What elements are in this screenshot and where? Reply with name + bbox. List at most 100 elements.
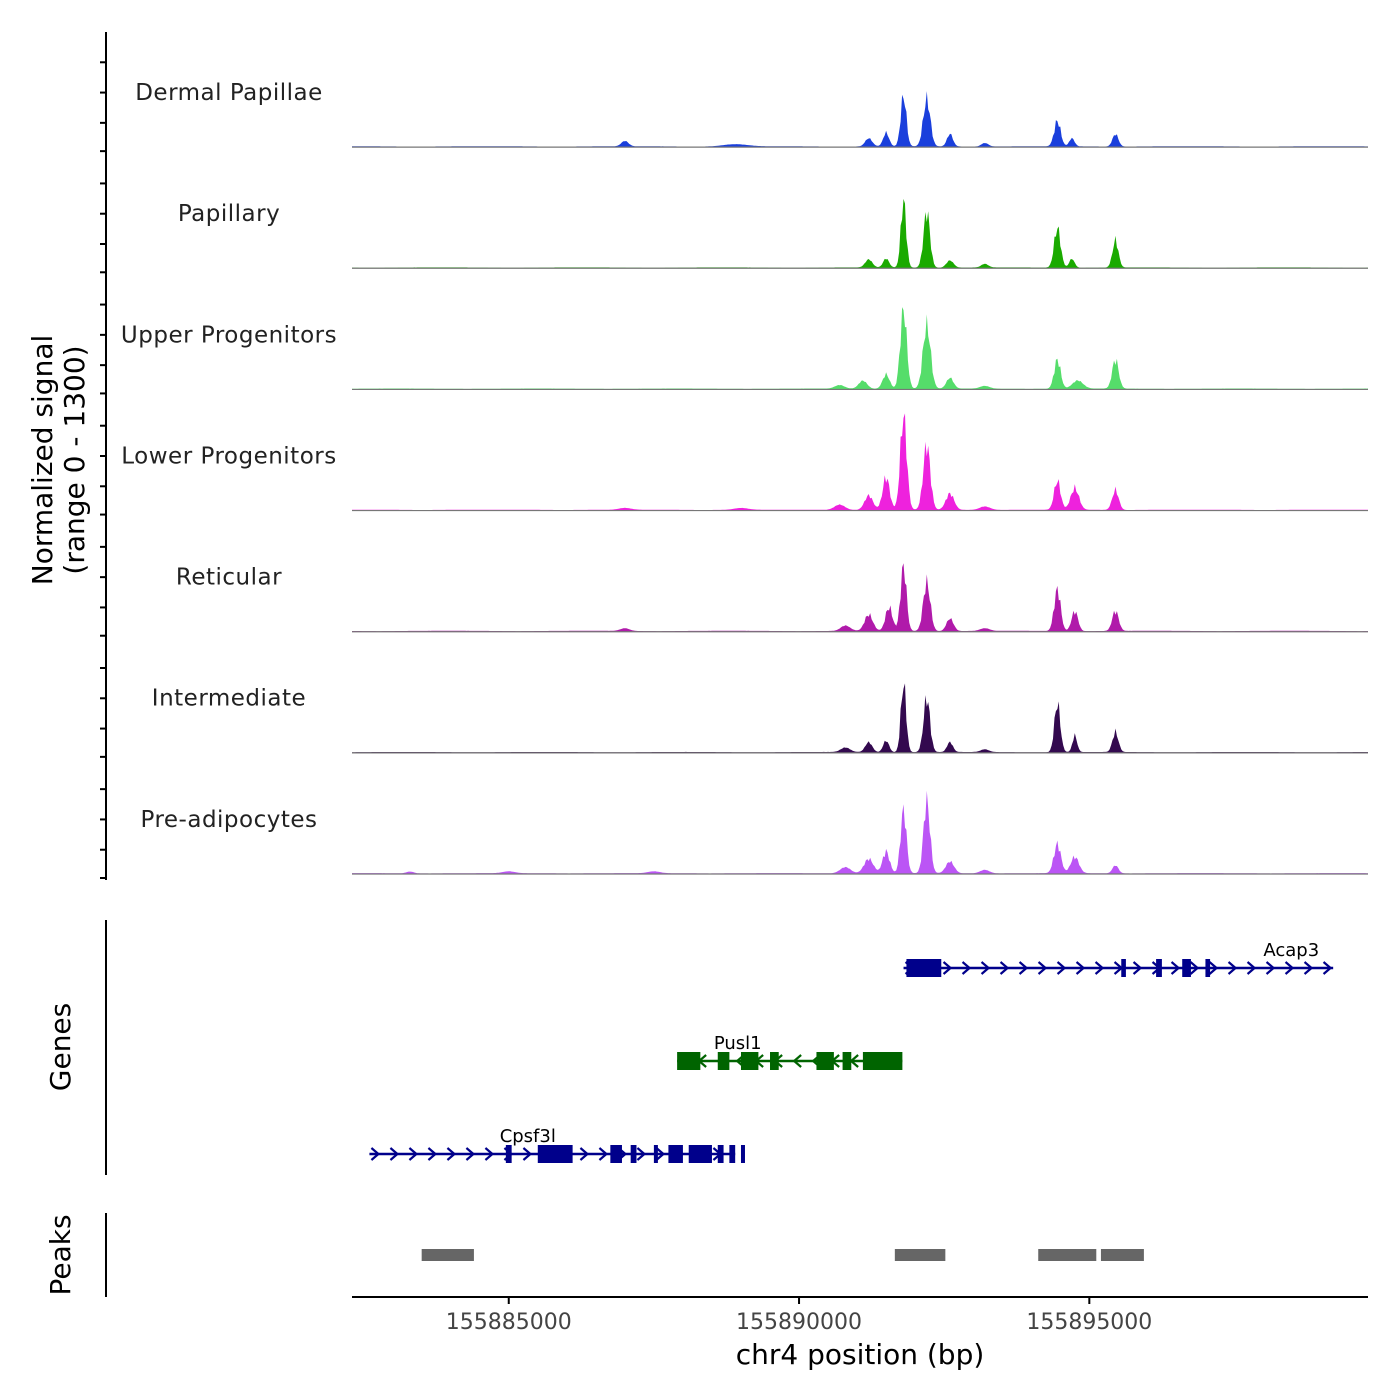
exon [740,1145,745,1163]
track-label: Pre-adipocytes [140,807,317,833]
strand-chevron [636,1147,647,1161]
track-intermediate: Intermediate [152,683,1368,754]
strand-chevron [1284,961,1295,975]
peak-region [1100,1249,1144,1261]
track-pre-adipocytes: Pre-adipocytes [140,790,1368,875]
exon [770,1052,779,1070]
strand-chevron [792,1054,802,1068]
exon [677,1052,701,1070]
track-label: Upper Progenitors [121,322,337,348]
strand-chevron [427,1147,438,1161]
signal-tracks: Dermal Papillae Papillary Upper Progenitor… [121,80,1368,875]
strand-chevron [1265,961,1276,975]
strand-chevron [961,961,972,975]
gene-cpsf3l: Cpsf3l [369,1126,745,1163]
signal-area [352,307,1368,390]
strand-chevron [389,1147,400,1161]
gene-label: Acap3 [1263,940,1319,961]
peak-region [894,1249,946,1261]
strand-chevron [1056,961,1067,975]
strand-chevron [484,1147,495,1161]
exon [630,1145,637,1163]
genes-panel-label: Genes [44,1003,77,1091]
strand-chevron [408,1147,419,1161]
signal-area [352,683,1368,753]
exon [1205,959,1211,977]
strand-chevron [980,961,991,975]
strand-chevron [1075,961,1086,975]
track-papillary: Papillary [178,198,1368,269]
x-axis-label: chr4 position (bp) [736,1338,985,1371]
axes-layer [100,32,1368,1298]
exon [668,1145,683,1163]
track-label: Dermal Papillae [135,80,323,106]
strand-chevron [1132,961,1143,975]
track-label: Intermediate [152,686,306,712]
gene-pusl1: Pusl1 [677,1033,903,1070]
strand-chevron [1246,961,1257,975]
x-axis-ticks: 155885000 155890000 155895000 [446,1297,1152,1335]
exon [740,1052,759,1070]
exon [610,1145,622,1163]
strand-chevron [522,1147,533,1161]
exon [816,1052,834,1070]
signal-area [352,790,1368,874]
strand-chevron [1303,961,1314,975]
peak-track [421,1249,1144,1261]
track-dermal-papillae: Dermal Papillae [135,80,1368,148]
exon [1156,959,1162,977]
peaks-panel-label: Peaks [44,1214,77,1295]
peak-region [421,1249,474,1261]
exon [906,959,942,977]
strand-chevron [942,961,953,975]
exon [729,1145,736,1163]
exon [717,1145,724,1163]
track-lower-progenitors: Lower Progenitors [121,413,1368,512]
track-label: Papillary [178,201,280,227]
gene-label: Cpsf3l [500,1126,556,1147]
signal-area [352,91,1368,148]
gene-label: Pusl1 [714,1033,762,1054]
signal-area [352,413,1368,511]
exon [537,1145,573,1163]
exon [717,1052,730,1070]
strand-chevron [1227,961,1238,975]
signal-y-ticks [100,61,106,879]
exon [688,1145,712,1163]
signal-area [352,198,1368,269]
exon [1121,959,1126,977]
exon [505,1145,512,1163]
y-axis-label-line1: Normalized signal [26,335,59,586]
strand-chevron [579,1147,590,1161]
signal-area [352,563,1368,632]
track-reticular: Reticular [176,563,1368,633]
strand-chevron [1170,961,1181,975]
strand-chevron [465,1147,476,1161]
strand-chevron [1037,961,1048,975]
track-upper-progenitors: Upper Progenitors [121,307,1368,391]
strand-chevron [1018,961,1029,975]
x-tick-label: 155895000 [1026,1310,1152,1335]
strand-chevron [370,1147,381,1161]
strand-chevron [1094,961,1105,975]
strand-chevron [598,1147,609,1161]
strand-chevron [1189,961,1200,975]
x-tick-label: 155890000 [736,1310,862,1335]
exon [1182,959,1191,977]
exon [653,1145,658,1163]
x-tick-label: 155885000 [446,1310,572,1335]
track-label: Lower Progenitors [121,443,336,469]
strand-chevron [655,1147,666,1161]
exon [862,1052,903,1070]
strand-chevron [446,1147,457,1161]
strand-chevron [1208,961,1219,975]
gene-track: Acap3 Pusl1 Cpsf3l [369,940,1334,1163]
exon [842,1052,852,1070]
strand-chevron [999,961,1010,975]
peak-region [1038,1249,1097,1261]
gene-acap3: Acap3 [903,940,1334,977]
strand-chevron [1322,961,1333,975]
y-axis-label-line2: (range 0 - 1300) [58,345,91,574]
track-label: Reticular [176,565,282,591]
